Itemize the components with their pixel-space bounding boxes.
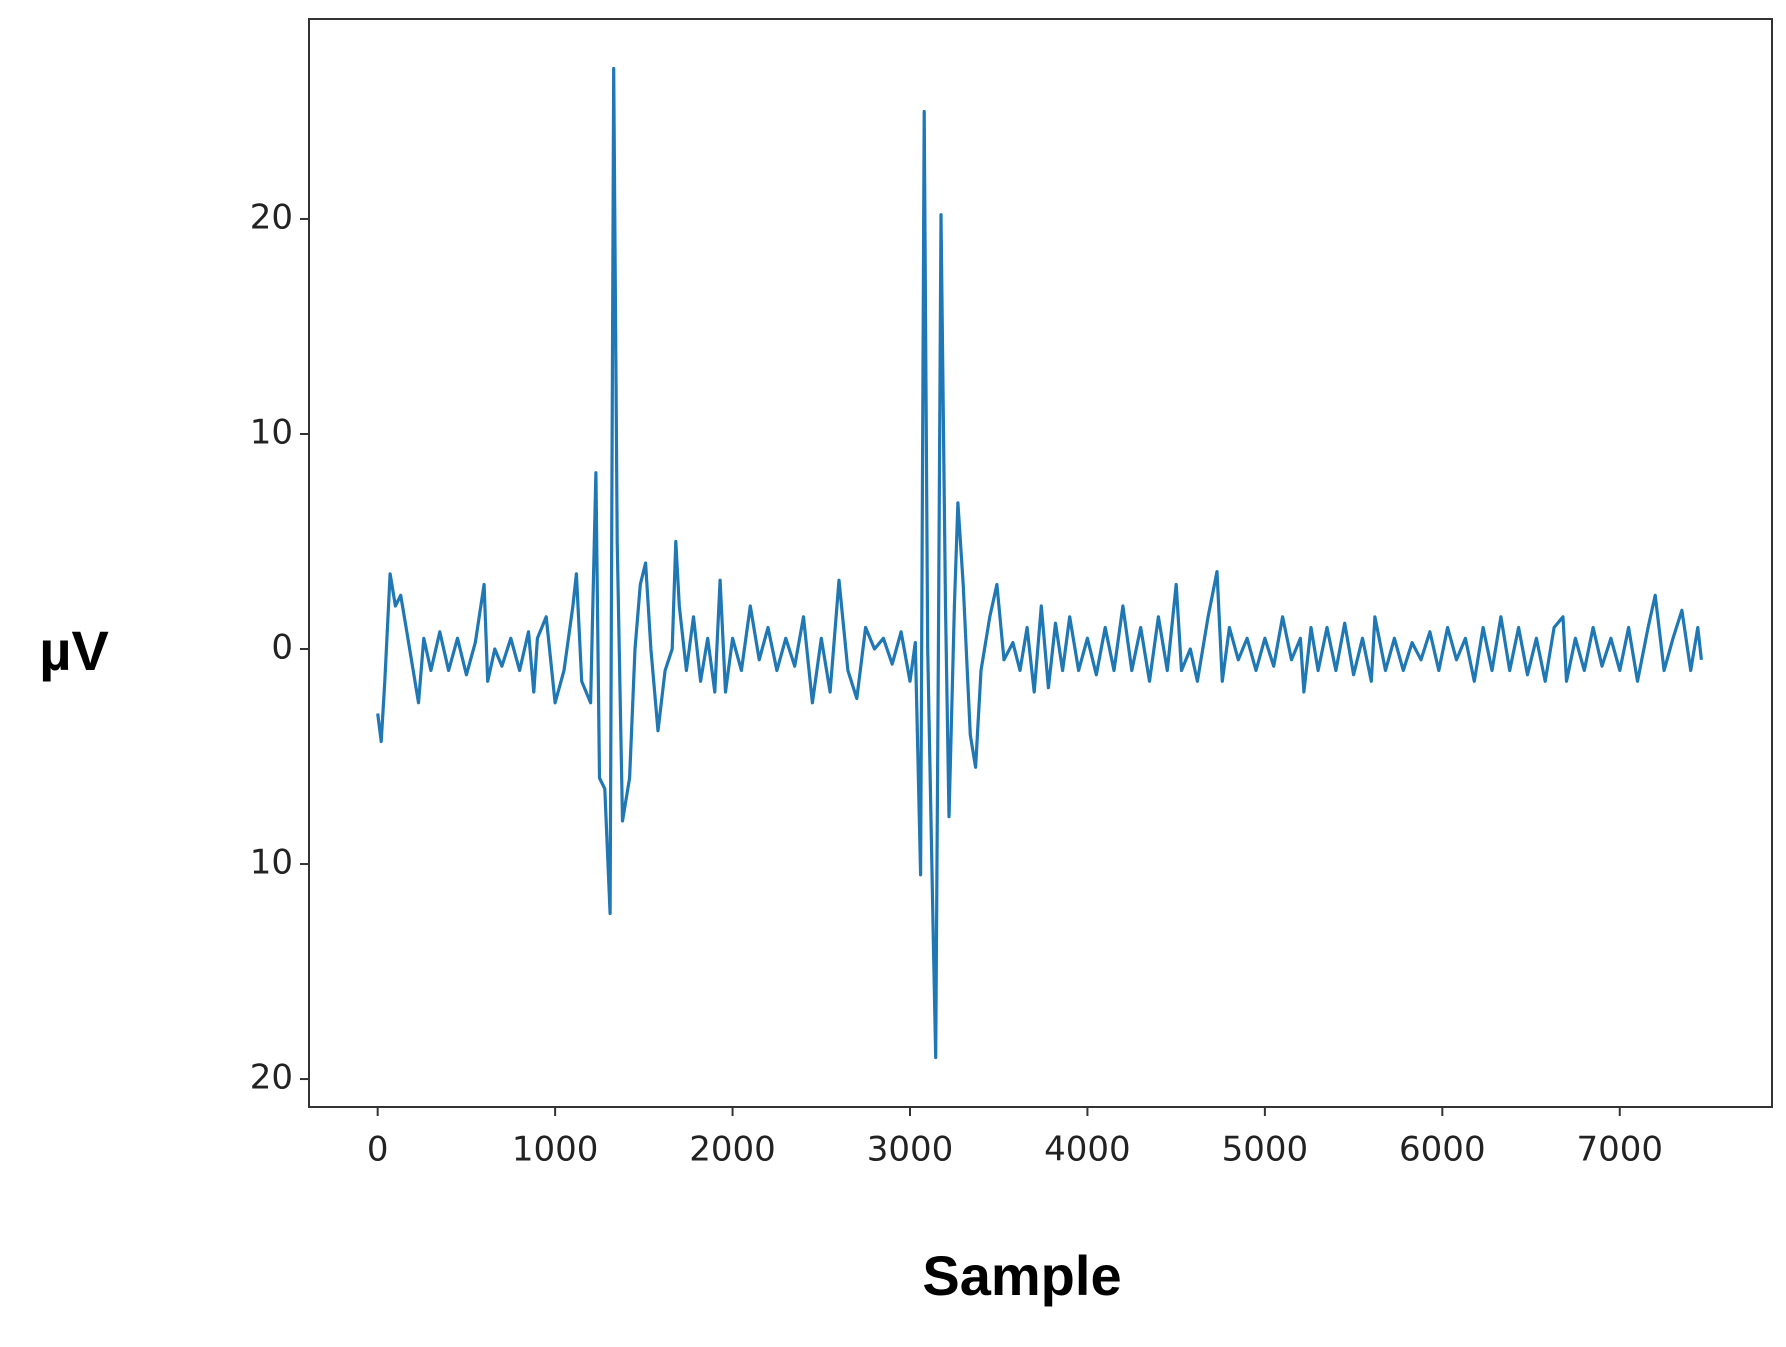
- y-tick-label: 20: [250, 197, 293, 237]
- x-tick-label: 7000: [1576, 1130, 1663, 1170]
- signal-line: [376, 66, 1703, 1060]
- x-tick-label: 3000: [867, 1130, 954, 1170]
- x-tick-label: 4000: [1044, 1130, 1131, 1170]
- y-axis-title: µV: [39, 619, 109, 682]
- x-tick-label: 6000: [1399, 1130, 1486, 1170]
- x-tick-label: 0: [367, 1130, 389, 1170]
- y-tick-label: 0: [271, 628, 293, 668]
- plot-frame: [308, 18, 1773, 1108]
- x-axis-title: Sample: [922, 1244, 1121, 1307]
- x-tick-label: 5000: [1222, 1130, 1309, 1170]
- x-tick-label: 1000: [512, 1130, 599, 1170]
- x-tick-label: 2000: [689, 1130, 776, 1170]
- y-tick-label: 10: [250, 843, 293, 883]
- y-tick-label: 20: [250, 1058, 293, 1098]
- y-tick-label: 10: [250, 412, 293, 452]
